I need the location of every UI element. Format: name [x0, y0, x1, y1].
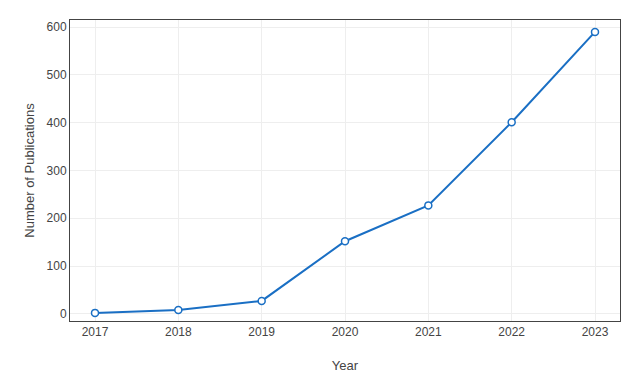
svg-text:Number of Publications: Number of Publications: [22, 103, 37, 238]
svg-text:2021: 2021: [415, 325, 442, 339]
svg-text:2020: 2020: [332, 325, 359, 339]
svg-text:100: 100: [47, 259, 67, 273]
svg-text:300: 300: [47, 164, 67, 178]
svg-text:200: 200: [47, 211, 67, 225]
svg-text:400: 400: [47, 116, 67, 130]
svg-text:2018: 2018: [165, 325, 192, 339]
svg-text:2022: 2022: [498, 325, 525, 339]
svg-text:2017: 2017: [82, 325, 109, 339]
svg-text:Year: Year: [332, 358, 359, 373]
svg-text:0: 0: [60, 307, 67, 321]
svg-text:2023: 2023: [582, 325, 609, 339]
svg-text:2019: 2019: [248, 325, 275, 339]
svg-text:600: 600: [47, 20, 67, 34]
svg-text:500: 500: [47, 68, 67, 82]
